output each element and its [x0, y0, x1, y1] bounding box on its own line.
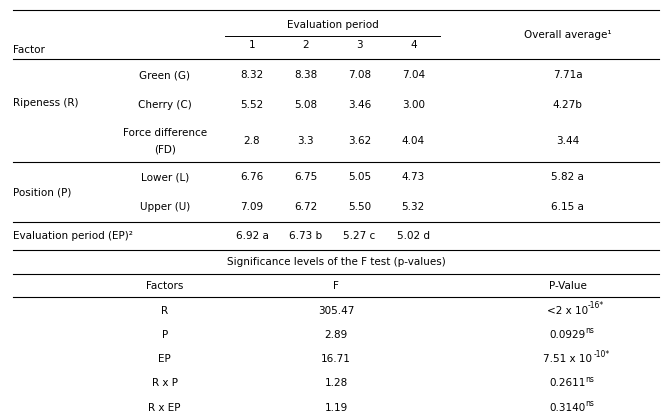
Text: 3.62: 3.62	[348, 136, 371, 146]
Text: EP: EP	[159, 354, 171, 364]
Text: 4.04: 4.04	[402, 136, 425, 146]
Text: 5.05: 5.05	[348, 172, 371, 182]
Text: 5.82 a: 5.82 a	[552, 172, 584, 182]
Text: R: R	[161, 306, 168, 316]
Text: 5.02 d: 5.02 d	[396, 231, 430, 241]
Text: 3.44: 3.44	[556, 136, 579, 146]
Text: 6.73 b: 6.73 b	[289, 231, 323, 241]
Text: ns: ns	[585, 375, 593, 384]
Text: 305.47: 305.47	[318, 306, 354, 316]
Text: 8.38: 8.38	[294, 70, 317, 80]
Text: 0.0929: 0.0929	[550, 330, 586, 340]
Text: 4.73: 4.73	[402, 172, 425, 182]
Text: 7.51 x 10: 7.51 x 10	[544, 354, 592, 364]
Text: 3.3: 3.3	[298, 136, 314, 146]
Text: Green (G): Green (G)	[139, 70, 190, 80]
Text: 3.00: 3.00	[402, 100, 425, 110]
Text: Evaluation period (EP)²: Evaluation period (EP)²	[13, 231, 133, 241]
Text: 5.32: 5.32	[402, 202, 425, 212]
Text: <2 x 10: <2 x 10	[547, 306, 589, 316]
Text: 5.27 c: 5.27 c	[343, 231, 376, 241]
Text: 5.08: 5.08	[294, 100, 317, 110]
Text: 0.3140: 0.3140	[550, 403, 586, 413]
Text: 4: 4	[410, 40, 417, 50]
Text: 7.08: 7.08	[348, 70, 371, 80]
Text: (FD): (FD)	[154, 145, 175, 155]
Text: Significance levels of the F test (p-values): Significance levels of the F test (p-val…	[226, 257, 446, 267]
Text: 7.04: 7.04	[402, 70, 425, 80]
Text: ns: ns	[585, 399, 593, 408]
Text: 6.92 a: 6.92 a	[236, 231, 268, 241]
Text: 3: 3	[356, 40, 363, 50]
Text: R x EP: R x EP	[149, 403, 181, 413]
Text: Position (P): Position (P)	[13, 187, 72, 197]
Text: 16.71: 16.71	[321, 354, 351, 364]
Text: Evaluation period: Evaluation period	[287, 20, 378, 30]
Text: 1.19: 1.19	[325, 403, 347, 413]
Text: Ripeness (R): Ripeness (R)	[13, 98, 79, 108]
Text: 6.72: 6.72	[294, 202, 317, 212]
Text: 7.09: 7.09	[241, 202, 263, 212]
Text: 6.75: 6.75	[294, 172, 317, 182]
Text: P-Value: P-Value	[549, 281, 587, 291]
Text: Lower (L): Lower (L)	[140, 172, 189, 182]
Text: 2.8: 2.8	[244, 136, 260, 146]
Text: R x P: R x P	[152, 378, 177, 388]
Text: Force difference: Force difference	[122, 128, 207, 138]
Text: Overall average¹: Overall average¹	[524, 30, 612, 40]
Text: 7.71a: 7.71a	[553, 70, 583, 80]
Text: P: P	[161, 330, 168, 340]
Text: 6.76: 6.76	[241, 172, 263, 182]
Text: ns: ns	[585, 326, 593, 335]
Text: 2: 2	[302, 40, 309, 50]
Text: 2.89: 2.89	[325, 330, 347, 340]
Text: 6.15 a: 6.15 a	[552, 202, 584, 212]
Text: Cherry (C): Cherry (C)	[138, 100, 192, 110]
Text: -16*: -16*	[587, 301, 604, 310]
Text: 3.46: 3.46	[348, 100, 371, 110]
Text: Factors: Factors	[146, 281, 183, 291]
Text: 1.28: 1.28	[325, 378, 347, 388]
Text: -10*: -10*	[593, 349, 610, 359]
Text: Factor: Factor	[13, 45, 45, 55]
Text: F: F	[333, 281, 339, 291]
Text: 4.27b: 4.27b	[553, 100, 583, 110]
Text: 8.32: 8.32	[241, 70, 263, 80]
Text: Upper (U): Upper (U)	[140, 202, 190, 212]
Text: 5.50: 5.50	[348, 202, 371, 212]
Text: 1: 1	[249, 40, 255, 50]
Text: 5.52: 5.52	[241, 100, 263, 110]
Text: 0.2611: 0.2611	[550, 378, 586, 388]
